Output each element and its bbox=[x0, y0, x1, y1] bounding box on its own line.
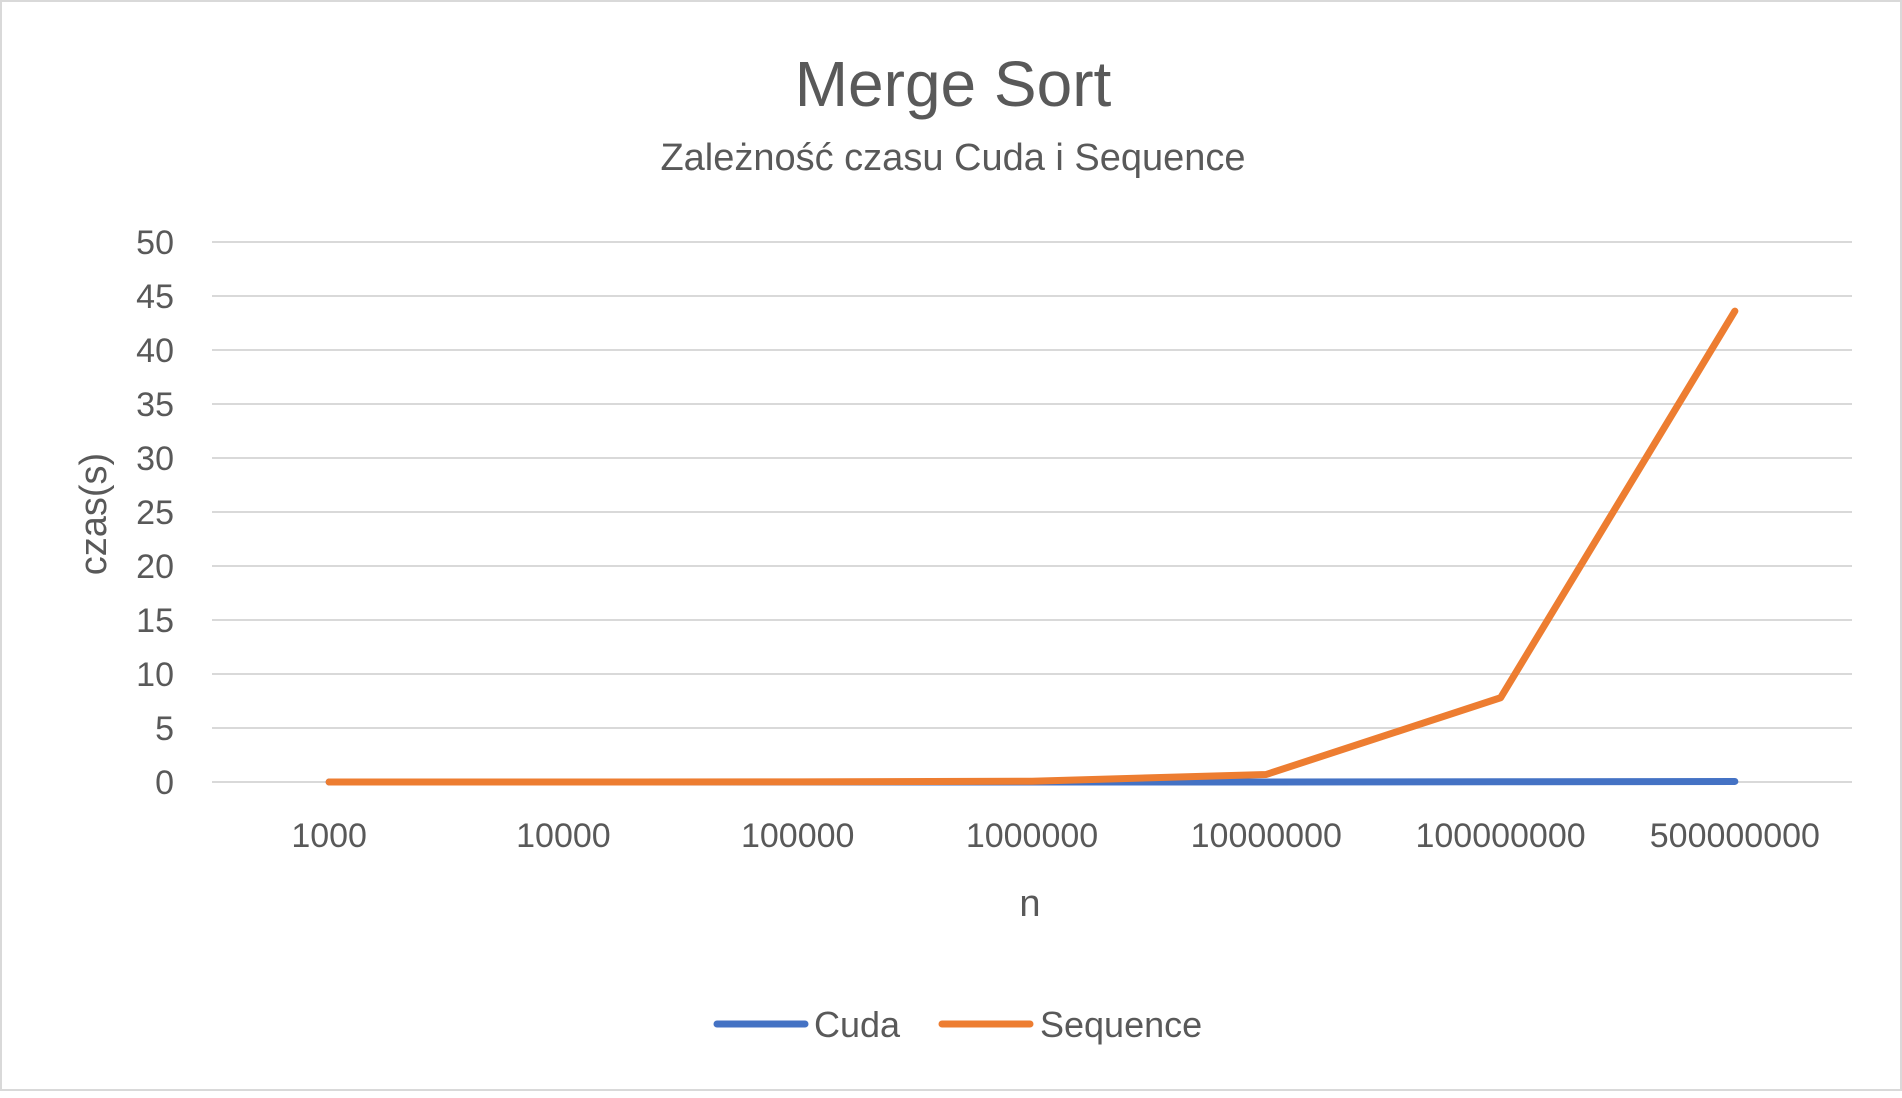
x-tick-label: 1000 bbox=[291, 817, 367, 855]
gridlines bbox=[212, 241, 1852, 783]
x-tick-label: 100000 bbox=[741, 817, 854, 855]
x-tick-label: 10000 bbox=[516, 817, 611, 855]
y-tick-label: 10 bbox=[136, 656, 174, 694]
x-tick-label: 10000000 bbox=[1191, 817, 1342, 855]
y-tick-label: 30 bbox=[136, 440, 174, 478]
x-axis-ticks: 1000 10000 100000 1000000 10000000 100000000 5… bbox=[291, 817, 1820, 855]
y-tick-label: 50 bbox=[136, 224, 174, 262]
x-tick-label: 100000000 bbox=[1415, 817, 1585, 855]
series-lines bbox=[325, 307, 1739, 786]
legend-label-cuda: Cuda bbox=[814, 1004, 901, 1045]
y-axis-ticks: 0 5 10 15 20 25 30 35 40 45 50 bbox=[136, 224, 174, 802]
x-axis-title: n bbox=[1019, 883, 1040, 925]
y-tick-label: 5 bbox=[155, 710, 174, 748]
chart-title: Merge Sort bbox=[795, 48, 1112, 120]
y-tick-label: 35 bbox=[136, 386, 174, 424]
series-line-sequence bbox=[325, 307, 1739, 786]
legend: Cuda Sequence bbox=[713, 1004, 1202, 1045]
y-tick-label: 15 bbox=[136, 602, 174, 640]
x-tick-label: 500000000 bbox=[1650, 817, 1820, 855]
chart-subtitle: Zależność czasu Cuda i Sequence bbox=[660, 137, 1245, 179]
legend-label-sequence: Sequence bbox=[1040, 1004, 1202, 1045]
y-tick-label: 25 bbox=[136, 494, 174, 532]
y-tick-label: 45 bbox=[136, 278, 174, 316]
y-tick-label: 40 bbox=[136, 332, 174, 370]
x-tick-label: 1000000 bbox=[966, 817, 1098, 855]
y-tick-label: 0 bbox=[155, 764, 174, 802]
y-tick-label: 20 bbox=[136, 548, 174, 586]
y-axis-title: czas(s) bbox=[73, 453, 115, 575]
